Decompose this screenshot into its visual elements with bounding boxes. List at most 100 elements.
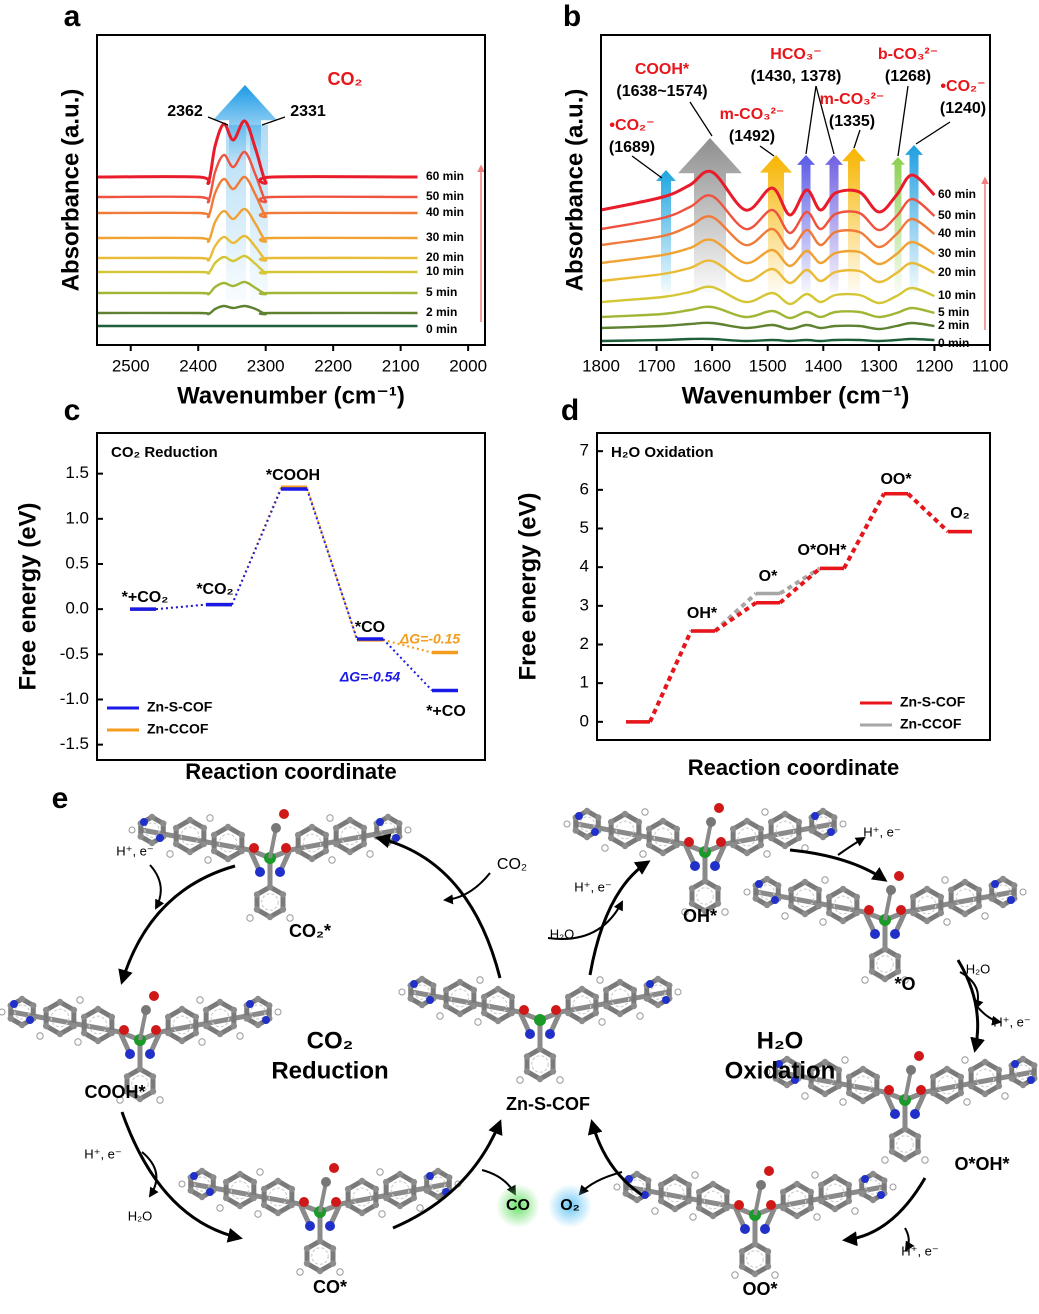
x-tick-label: 1800 [582,356,620,375]
ring-bond [579,816,595,832]
atom-n [325,1221,335,1231]
atom-n [811,812,819,820]
atom [149,1073,157,1080]
atom [659,849,667,857]
atom-h [116,1096,124,1104]
atom [709,1212,717,1220]
series-label: 40 min [938,226,976,240]
atom [149,1088,157,1095]
atom [937,893,945,901]
atom-n [740,1224,750,1234]
atom-n [641,1191,649,1199]
atom [1019,1055,1027,1063]
atom [192,1029,200,1037]
atom [947,902,955,910]
reaction-arrow [375,833,502,979]
atom [714,885,722,892]
delta-label: ΔG=-0.54 [339,669,401,685]
atom [967,1082,975,1090]
panel-letter: d [561,394,579,427]
atom-o [119,1025,129,1035]
atom [621,842,629,850]
atom-n [140,818,148,826]
atom [751,1270,759,1278]
y-tick-label: -0.5 [60,644,89,663]
atom [654,975,662,983]
spectrum-line [96,175,418,219]
atom [396,1202,404,1210]
atom [807,1082,815,1090]
plot-frame [96,432,486,761]
atom [701,877,709,885]
atom [859,1065,867,1073]
atom [254,995,262,1003]
ring-bond [572,995,592,1015]
atom-c [271,823,281,833]
reaction-arrow [141,1151,159,1198]
atom [723,1204,731,1212]
molecule [0,991,282,1104]
atom [881,945,889,953]
series-label: 20 min [426,250,464,264]
connector [382,638,433,692]
atom-h [336,1268,344,1276]
atom [845,1089,853,1097]
atom [929,1089,937,1097]
atom [236,1170,244,1178]
atom-o [551,1005,561,1015]
atom-h [763,850,771,858]
atom-h [366,850,374,858]
atom [216,1030,224,1038]
atom [494,1017,502,1025]
spectrum-line [600,238,936,268]
intermediate-label: CO₂* [289,921,331,941]
atom-n [392,834,400,842]
atom [430,982,437,989]
ring-bond [703,1190,723,1210]
atom-h [398,988,406,996]
atom [332,824,340,832]
ring-bond [746,1250,764,1268]
atom [801,910,809,918]
atom [695,1188,703,1196]
reaction-arrow [149,864,165,910]
atom [372,1185,380,1193]
atom [329,1245,337,1252]
atom [673,825,681,833]
atom-h [881,1156,889,1164]
series-label: 0 min [426,322,457,336]
atom-o [151,1025,161,1035]
intermediate-label: Zn-S-COF [506,1094,590,1114]
atom [929,1073,937,1081]
legend-label: Zn-CCOF [147,721,209,737]
atom-n [861,1175,869,1183]
atom-h [516,1076,524,1084]
molecule [763,1051,1038,1164]
atom [164,1013,172,1021]
atom-n [1007,896,1015,904]
connector [306,486,358,641]
spectrum-line [600,169,936,217]
atom-n [877,1191,885,1199]
atom-h [601,844,609,852]
atom [888,1148,896,1155]
atom-o [734,1200,744,1210]
annotation-position: (1689) [609,139,655,156]
atom-o [149,991,159,1001]
atom [230,1006,238,1014]
y-tick-label: 3 [580,595,589,614]
series-label: 5 min [426,285,457,299]
ring-bond [759,884,775,900]
atom [808,827,815,834]
atom [250,1194,258,1202]
atom [536,1045,544,1053]
atom-n [591,828,599,836]
atom [621,810,629,818]
ring-bond [430,1176,446,1192]
atom-o [766,1200,776,1210]
y-tick-label: 4 [580,557,589,576]
series-label: 2 min [938,318,969,332]
ring [739,1241,771,1277]
atom [274,1177,282,1185]
